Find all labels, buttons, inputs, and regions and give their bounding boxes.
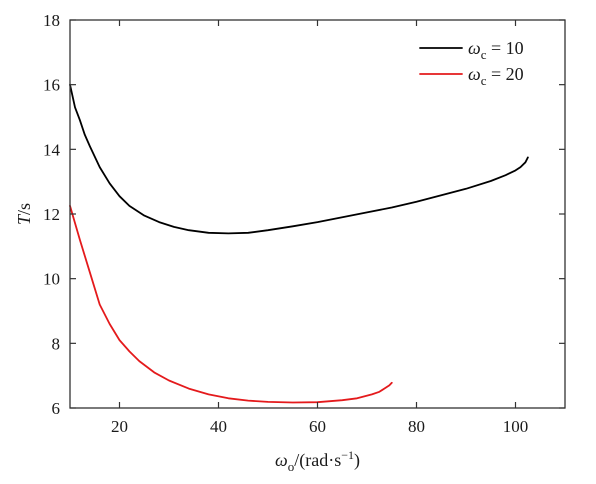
legend-label-series-1: ωc = 10 — [468, 38, 524, 62]
series-line-1 — [69, 83, 529, 235]
x-axis-label-sup: −1 — [341, 448, 354, 462]
y-tick-label: 18 — [43, 11, 60, 30]
legend: ωc = 10 ωc = 20 — [419, 38, 524, 88]
x-axis-label-unit: /(rad·s — [294, 450, 341, 471]
x-axis-label: ωo/(rad·s−1) — [275, 448, 360, 474]
y-axis: 6 8 10 12 14 16 18 — [43, 11, 565, 418]
x-axis: 20 40 60 80 100 — [111, 20, 528, 436]
y-axis-label-var: T — [14, 213, 34, 225]
y-tick-label: 14 — [43, 140, 61, 159]
y-tick-label: 8 — [52, 334, 61, 353]
x-tick-label: 40 — [210, 417, 227, 436]
x-tick-label: 100 — [503, 417, 529, 436]
y-tick-label: 6 — [52, 399, 61, 418]
y-tick-label: 10 — [43, 270, 60, 289]
x-tick-label: 60 — [309, 417, 326, 436]
x-axis-label-close: ) — [354, 450, 360, 471]
x-tick-label: 80 — [408, 417, 425, 436]
legend-label-series-2-var: ω — [468, 64, 481, 84]
y-axis-label: T/s — [14, 203, 34, 225]
y-tick-label: 12 — [43, 205, 60, 224]
x-tick-label: 20 — [111, 417, 128, 436]
legend-label-series-1-sub: c — [481, 47, 487, 62]
x-axis-label-sub: o — [288, 459, 295, 474]
legend-label-series-1-var: ω — [468, 38, 481, 58]
legend-label-series-2-value: = 20 — [487, 64, 524, 84]
x-axis-label-var: ω — [275, 450, 288, 470]
series-line-2 — [69, 204, 393, 404]
legend-label-series-1-value: = 10 — [487, 38, 524, 58]
legend-label-series-2-sub: c — [481, 73, 487, 88]
y-axis-label-unit: /s — [14, 203, 34, 215]
legend-label-series-2: ωc = 20 — [468, 64, 524, 88]
y-tick-label: 16 — [43, 76, 60, 95]
